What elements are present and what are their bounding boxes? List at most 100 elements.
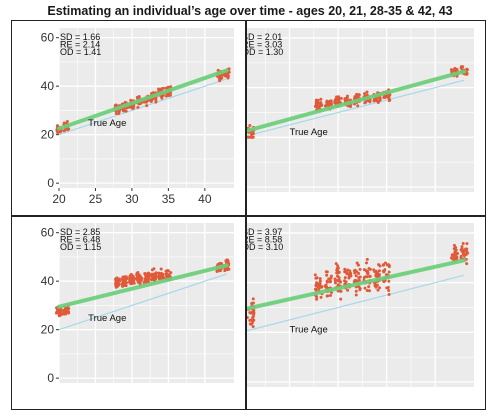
data-point — [67, 127, 71, 131]
y-tick-label: 20 — [41, 128, 55, 142]
data-point — [335, 95, 339, 99]
stat-label: RE = 8.58 — [247, 235, 282, 245]
data-point — [325, 279, 329, 283]
data-point — [333, 281, 337, 285]
data-point — [160, 274, 164, 278]
data-point — [58, 314, 62, 318]
data-point — [130, 279, 134, 283]
data-point — [114, 112, 118, 116]
data-point — [63, 312, 67, 316]
data-point — [325, 273, 329, 277]
data-point — [318, 277, 322, 281]
data-point — [132, 281, 136, 285]
data-point — [357, 276, 361, 280]
data-point — [378, 97, 382, 101]
data-point — [368, 267, 372, 271]
data-point — [363, 92, 367, 96]
data-point — [136, 279, 140, 283]
data-point — [461, 241, 465, 245]
data-point — [325, 270, 329, 274]
data-point — [373, 284, 377, 288]
data-point — [142, 281, 146, 285]
data-point — [378, 286, 382, 290]
data-point — [339, 289, 343, 293]
stat-label: SD = 1.66 — [60, 32, 100, 42]
stat-label: OD = 1.30 — [247, 47, 283, 57]
data-point — [147, 271, 151, 275]
stat-label: RE = 2.14 — [60, 40, 100, 50]
true-age-annotation: True Age — [290, 324, 328, 335]
data-point — [154, 98, 158, 102]
data-point — [319, 295, 323, 299]
data-point — [387, 279, 391, 283]
data-point — [124, 109, 128, 113]
data-point — [354, 274, 358, 278]
data-point — [449, 68, 453, 72]
data-point — [465, 249, 469, 253]
data-point — [323, 104, 327, 108]
data-point — [339, 297, 343, 301]
data-point — [349, 274, 353, 278]
data-point — [315, 276, 319, 280]
data-point — [325, 294, 329, 298]
data-point — [247, 316, 249, 320]
data-point — [386, 285, 390, 289]
data-point — [316, 104, 320, 108]
data-point — [334, 262, 338, 266]
data-point — [382, 269, 386, 273]
data-point — [354, 289, 358, 293]
data-point — [314, 98, 318, 102]
true-age-annotation: True Age — [88, 118, 126, 129]
data-point — [374, 273, 378, 277]
data-point — [138, 277, 142, 281]
data-point — [225, 72, 229, 76]
data-point — [314, 287, 318, 291]
true-age-line — [247, 274, 465, 332]
true-age-line — [58, 78, 227, 136]
data-point — [159, 267, 163, 271]
data-point — [335, 267, 339, 271]
data-point — [387, 270, 391, 274]
data-point — [372, 268, 376, 272]
data-point — [136, 105, 140, 109]
data-point — [223, 269, 227, 273]
panel-divider-horizontal — [11, 215, 486, 217]
data-point — [354, 293, 358, 297]
data-point — [314, 283, 318, 287]
data-point — [150, 268, 154, 272]
y-tick-label: 60 — [41, 226, 55, 240]
data-point — [319, 284, 323, 288]
data-point — [158, 275, 162, 279]
data-point — [129, 272, 133, 276]
data-point — [333, 101, 337, 105]
data-point — [153, 277, 157, 281]
data-point — [381, 263, 385, 267]
data-point — [138, 281, 142, 285]
scatter-panel-bottom-right: SD = 3.97RE = 8.58OD = 3.10 True Age — [247, 223, 474, 387]
data-point — [329, 274, 333, 278]
data-point — [145, 276, 149, 280]
data-point — [251, 135, 255, 139]
data-point — [215, 269, 219, 273]
data-point — [383, 96, 387, 100]
data-point — [337, 97, 341, 101]
true-age-line — [247, 79, 465, 137]
data-point — [251, 315, 255, 319]
data-point — [315, 297, 319, 301]
data-point — [347, 272, 351, 276]
data-point — [252, 318, 256, 322]
data-point — [375, 283, 379, 287]
data-point — [248, 311, 252, 315]
data-point — [327, 277, 331, 281]
data-point — [387, 293, 391, 297]
data-point — [333, 278, 337, 282]
data-point — [362, 276, 366, 280]
data-point — [343, 267, 347, 271]
data-point — [387, 289, 391, 293]
data-point — [131, 104, 135, 108]
data-point — [376, 288, 380, 292]
data-point — [346, 268, 350, 272]
data-point — [145, 104, 149, 108]
